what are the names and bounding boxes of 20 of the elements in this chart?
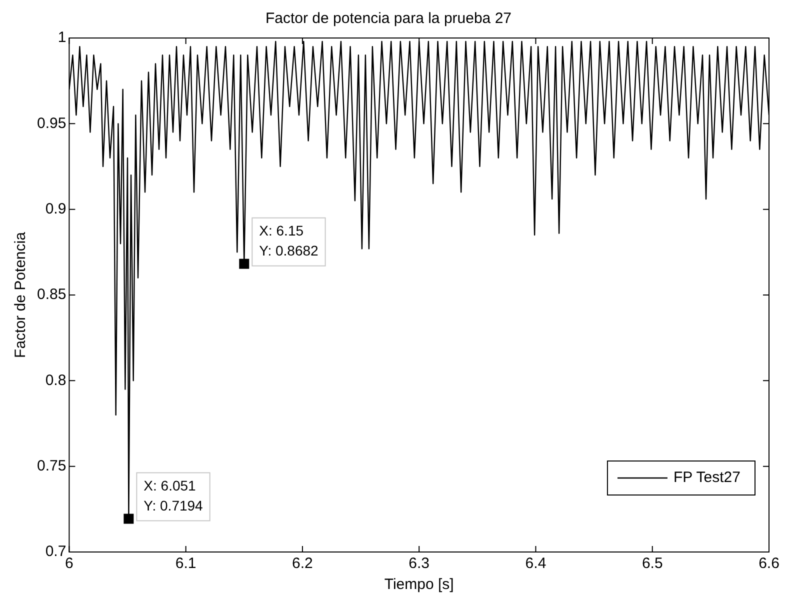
x-tick-label: 6.2 xyxy=(292,555,313,572)
chart-title: Factor de potencia para la prueba 27 xyxy=(266,10,512,28)
annotation: X: 6.051 Y: 0.7194 xyxy=(144,478,204,514)
y-tick-label: 0.75 xyxy=(36,457,66,474)
x-tick-label: 6.6 xyxy=(758,555,780,572)
x-tick-label: 6.5 xyxy=(642,555,663,572)
y-tick-label: 0.7 xyxy=(45,543,66,560)
x-tick-label: 6 xyxy=(65,555,74,572)
y-tick-label: 1 xyxy=(58,29,66,46)
y-tick-label: 0.8 xyxy=(45,372,66,389)
y-axis-title: Factor de Potencia xyxy=(12,231,30,358)
x-tick-label: 6.1 xyxy=(175,555,196,572)
y-tick-label: 0.95 xyxy=(36,114,66,132)
y-tick-label: 0.9 xyxy=(45,200,66,218)
legend-label: FP Test27 xyxy=(673,469,740,486)
x-axis-title: Tiempo [s] xyxy=(384,576,454,594)
x-tick-label: 6.4 xyxy=(525,555,546,572)
x-tick-label: 6.3 xyxy=(408,555,430,572)
y-tick-label: 0.85 xyxy=(36,286,66,304)
annotation: X: 6.15 Y: 0.8682 xyxy=(259,222,319,259)
